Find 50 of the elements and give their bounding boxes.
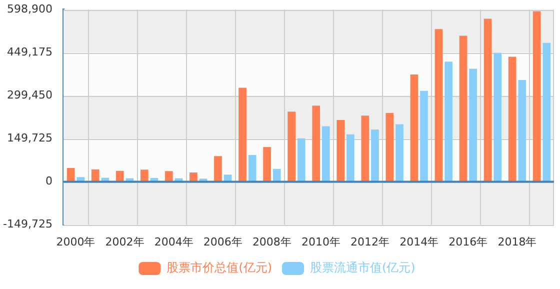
bar bbox=[518, 80, 526, 182]
legend-label: 股票市价总值(亿元) bbox=[166, 260, 272, 275]
x-tick-label: 2006年 bbox=[203, 235, 242, 248]
bar bbox=[336, 120, 345, 182]
bar bbox=[263, 146, 271, 182]
y-tick-label: 0 bbox=[45, 174, 52, 188]
bar bbox=[469, 68, 477, 182]
bar bbox=[214, 156, 222, 182]
bar bbox=[140, 170, 148, 182]
bar bbox=[484, 18, 492, 182]
y-tick-label: 299,450 bbox=[6, 88, 52, 102]
bar bbox=[288, 112, 296, 182]
bar bbox=[272, 168, 281, 182]
x-tick-label: 2010年 bbox=[301, 235, 340, 248]
bar bbox=[386, 113, 394, 182]
bar bbox=[371, 129, 379, 182]
x-tick-label: 2008年 bbox=[252, 235, 292, 248]
x-tick-label: 2018年 bbox=[498, 235, 537, 248]
bar bbox=[116, 170, 124, 182]
bar bbox=[434, 29, 443, 182]
bar bbox=[297, 138, 306, 182]
x-tick-label: 2014年 bbox=[400, 235, 439, 248]
x-tick-label: 2016年 bbox=[448, 235, 488, 248]
bar bbox=[459, 36, 468, 182]
bar bbox=[346, 134, 354, 182]
y-tick-label: 149,725 bbox=[6, 132, 52, 145]
x-tick-label: 2002年 bbox=[105, 235, 144, 248]
bar bbox=[396, 124, 404, 182]
y-tick-label: 598,900 bbox=[6, 2, 52, 16]
bar bbox=[444, 62, 452, 182]
x-tick-label: 2000年 bbox=[56, 235, 96, 248]
bar bbox=[322, 126, 330, 182]
bar bbox=[420, 90, 428, 182]
legend-label: 股票流通市值(亿元) bbox=[310, 260, 416, 275]
bar bbox=[66, 168, 75, 182]
bar bbox=[91, 169, 100, 182]
bar bbox=[248, 155, 256, 182]
bar bbox=[312, 106, 320, 182]
y-tick-label: -149,725 bbox=[2, 218, 52, 231]
bar bbox=[238, 88, 246, 182]
bar bbox=[361, 116, 370, 182]
bar bbox=[165, 171, 173, 182]
bar bbox=[542, 42, 551, 182]
bar bbox=[410, 74, 418, 182]
y-tick-label: 449,175 bbox=[6, 46, 52, 58]
x-tick-label: 2004年 bbox=[154, 235, 194, 248]
x-tick-label: 2012年 bbox=[350, 235, 390, 248]
bar bbox=[532, 11, 541, 182]
bar bbox=[508, 56, 516, 182]
bar bbox=[494, 52, 502, 182]
